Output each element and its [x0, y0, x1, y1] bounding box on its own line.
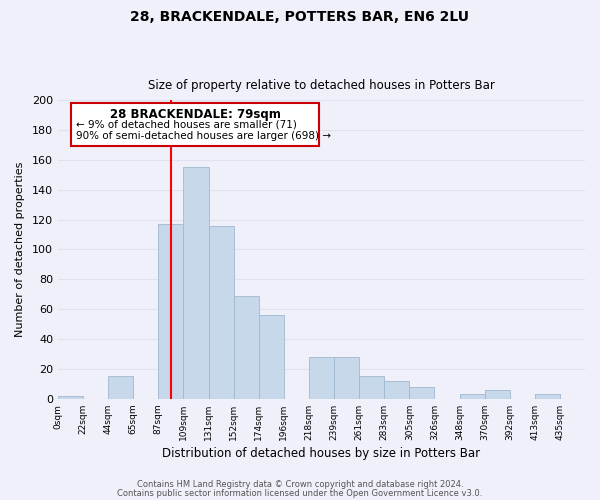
Text: 28, BRACKENDALE, POTTERS BAR, EN6 2LU: 28, BRACKENDALE, POTTERS BAR, EN6 2LU	[131, 10, 470, 24]
Bar	[334, 357, 359, 399]
Text: ← 9% of detached houses are smaller (71): ← 9% of detached houses are smaller (71)	[76, 120, 297, 130]
X-axis label: Distribution of detached houses by size in Potters Bar: Distribution of detached houses by size …	[163, 447, 481, 460]
Text: Contains public sector information licensed under the Open Government Licence v3: Contains public sector information licen…	[118, 488, 482, 498]
Text: 90% of semi-detached houses are larger (698) →: 90% of semi-detached houses are larger (…	[76, 132, 331, 141]
Bar	[108, 376, 133, 399]
Bar	[209, 226, 233, 399]
Bar	[359, 376, 384, 399]
Bar	[535, 394, 560, 399]
Text: 28 BRACKENDALE: 79sqm: 28 BRACKENDALE: 79sqm	[110, 108, 280, 120]
Bar	[58, 396, 83, 399]
Bar	[233, 296, 259, 399]
Bar	[259, 315, 284, 399]
Bar	[384, 381, 409, 399]
Bar	[485, 390, 510, 399]
Bar	[460, 394, 485, 399]
Text: Contains HM Land Registry data © Crown copyright and database right 2024.: Contains HM Land Registry data © Crown c…	[137, 480, 463, 489]
Title: Size of property relative to detached houses in Potters Bar: Size of property relative to detached ho…	[148, 79, 495, 92]
FancyBboxPatch shape	[71, 103, 319, 146]
Bar	[409, 387, 434, 399]
Y-axis label: Number of detached properties: Number of detached properties	[15, 162, 25, 337]
Bar	[184, 168, 209, 399]
Bar	[158, 224, 184, 399]
Bar	[309, 357, 334, 399]
